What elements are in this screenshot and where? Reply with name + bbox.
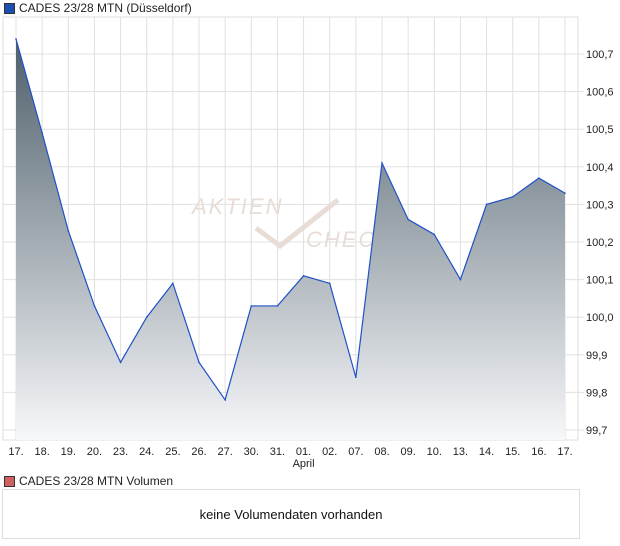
x-tick-label: 24. [139, 446, 154, 458]
data-point [41, 132, 43, 134]
x-tick-label: 25. [165, 446, 180, 458]
y-tick-label: 100,3 [586, 199, 614, 211]
data-point [172, 282, 174, 285]
data-point [459, 278, 462, 281]
data-point [538, 177, 540, 179]
watermark-check-icon [254, 198, 340, 250]
x-tick-label: 15. [505, 446, 520, 458]
data-point [433, 233, 436, 236]
data-point [302, 275, 305, 277]
x-tick-label: 09. [400, 446, 415, 458]
x-tick-label: 17. [8, 446, 23, 458]
volume-message: keine Volumendaten vorhanden [199, 506, 383, 522]
y-tick-label: 100,6 [586, 87, 614, 99]
data-point [564, 192, 566, 194]
x-tick-label: 02. [322, 446, 337, 458]
volume-legend-swatch [4, 475, 15, 487]
price-legend-swatch [4, 2, 15, 14]
y-tick-label: 100,5 [586, 124, 614, 136]
x-tick-label: 17. [557, 446, 572, 458]
data-point [67, 229, 70, 232]
x-tick-label: 07. [348, 446, 363, 458]
y-tick-label: 100,4 [586, 162, 614, 174]
x-tick-label: 20. [87, 446, 102, 458]
y-tick-label: 99,8 [586, 387, 607, 399]
data-point [250, 305, 253, 307]
x-tick-label: 08. [374, 446, 389, 458]
data-point [15, 38, 17, 40]
volume-panel: keine Volumendaten vorhanden [2, 489, 580, 539]
price-legend: CADES 23/28 MTN (Düsseldorf) [4, 1, 192, 15]
y-tick-label: 100,0 [586, 312, 614, 324]
data-point [381, 162, 383, 164]
data-point [407, 218, 409, 221]
data-point [224, 399, 226, 401]
price-line [15, 38, 566, 402]
y-tick-label: 100,1 [586, 275, 614, 287]
x-tick-label: 27. [217, 446, 232, 458]
x-tick-label: 23. [113, 446, 128, 458]
data-point [328, 282, 331, 285]
volume-legend: CADES 23/28 MTN Volumen [4, 474, 173, 488]
x-tick-label: 13. [453, 446, 468, 458]
data-point [485, 203, 488, 206]
data-point [198, 361, 200, 364]
data-point [355, 376, 357, 379]
x-tick-label: 16. [531, 446, 546, 458]
x-tick-label: 18. [34, 446, 49, 458]
price-area [16, 38, 565, 441]
watermark-logo: AKTIEN [190, 194, 283, 219]
x-tick-label: 19. [61, 446, 76, 458]
x-tick-label: 10. [427, 446, 442, 458]
x-axis-label: April [293, 458, 315, 470]
y-tick-label: 99,7 [586, 425, 607, 437]
data-point [119, 361, 122, 364]
x-tick-label: 01. [296, 446, 311, 458]
y-tick-label: 100,7 [586, 49, 614, 61]
price-legend-label: CADES 23/28 MTN (Düsseldorf) [19, 1, 192, 15]
price-chart: 99,7 99,8 99,9 100,0 100,1 100,2 100,3 100,4 100… [2, 16, 614, 470]
x-tick-label: 30. [244, 446, 259, 458]
volume-legend-label: CADES 23/28 MTN Volumen [19, 474, 174, 488]
x-tick-label: 31. [270, 446, 285, 458]
x-tick-label: 26. [191, 446, 206, 458]
y-tick-label: 99,9 [586, 350, 607, 362]
data-point [93, 305, 96, 307]
x-tick-label: 14. [479, 446, 494, 458]
data-point [145, 316, 148, 319]
y-tick-label: 100,2 [586, 237, 614, 249]
data-point [511, 196, 514, 198]
data-point [276, 305, 279, 307]
